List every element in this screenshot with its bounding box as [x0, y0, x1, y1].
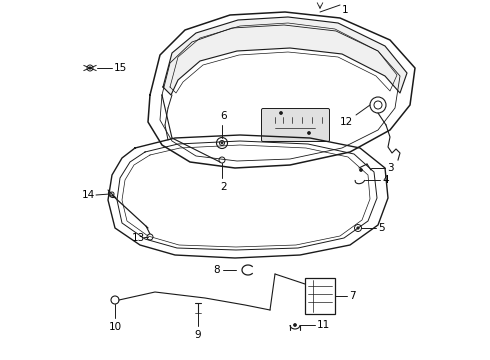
- Text: 8: 8: [213, 265, 220, 275]
- Text: 3: 3: [387, 163, 393, 173]
- Text: 6: 6: [220, 111, 227, 121]
- Text: 1: 1: [342, 5, 348, 15]
- FancyBboxPatch shape: [262, 108, 329, 141]
- Circle shape: [89, 67, 91, 69]
- Circle shape: [357, 227, 359, 229]
- Text: 9: 9: [195, 330, 201, 340]
- Text: 12: 12: [340, 117, 353, 127]
- Text: 15: 15: [114, 63, 127, 73]
- Circle shape: [308, 131, 311, 135]
- Text: 4: 4: [382, 175, 389, 185]
- Circle shape: [279, 112, 283, 114]
- Polygon shape: [163, 17, 407, 95]
- Text: 14: 14: [82, 190, 95, 200]
- Text: 2: 2: [220, 182, 227, 192]
- Text: 13: 13: [132, 233, 145, 243]
- Circle shape: [221, 142, 223, 144]
- Text: 7: 7: [349, 291, 356, 301]
- Bar: [305, 278, 335, 314]
- Text: 5: 5: [378, 223, 385, 233]
- Text: 11: 11: [317, 320, 330, 330]
- Circle shape: [294, 324, 296, 327]
- Circle shape: [360, 168, 363, 171]
- Text: 10: 10: [108, 322, 122, 332]
